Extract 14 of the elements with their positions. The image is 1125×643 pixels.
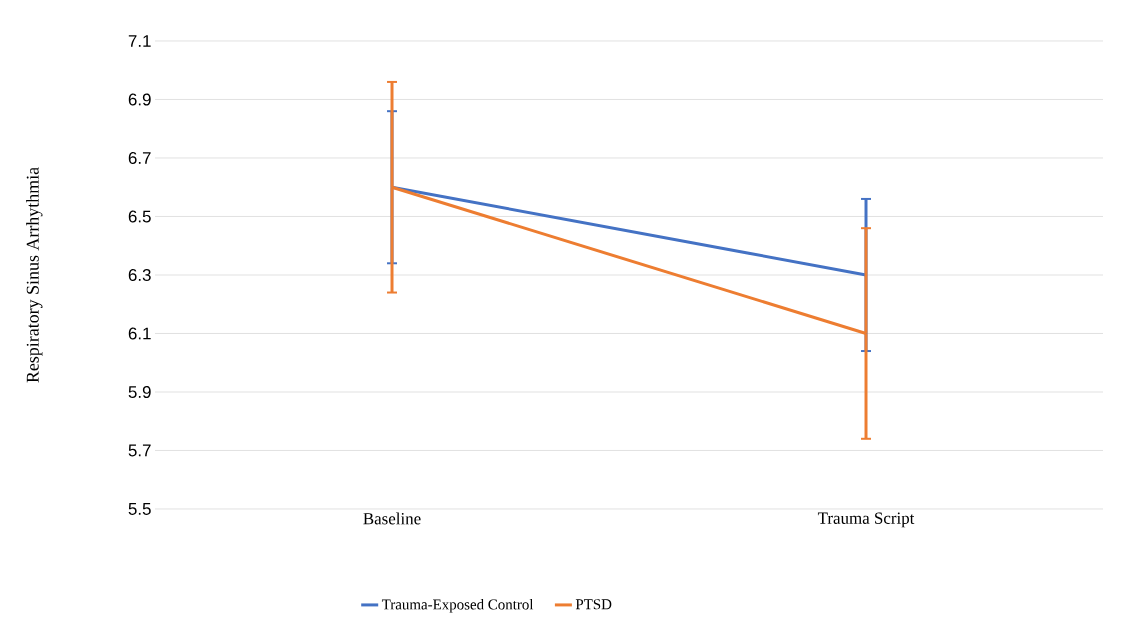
x-tick-label: Baseline [363,512,421,525]
legend-label: Trauma-Exposed Control [381,599,534,613]
y-tick-label: 6.1 [128,327,151,340]
y-axis-title: Respiratory Sinus Arrhythmia [26,167,43,383]
y-tick-label: 5.5 [128,503,151,515]
y-tick-label: 6.7 [128,151,151,164]
y-tick-label: 5.7 [128,444,151,457]
y-tick-label: 6.5 [128,210,151,223]
y-tick-label: 5.9 [128,385,151,398]
x-tick-label: Trauma Script [817,512,915,528]
y-tick-label: 6.3 [128,268,151,281]
y-tick-label: 6.9 [128,93,151,106]
legend-label: PTSD [575,599,612,610]
y-tick-label: 7.1 [128,35,151,47]
